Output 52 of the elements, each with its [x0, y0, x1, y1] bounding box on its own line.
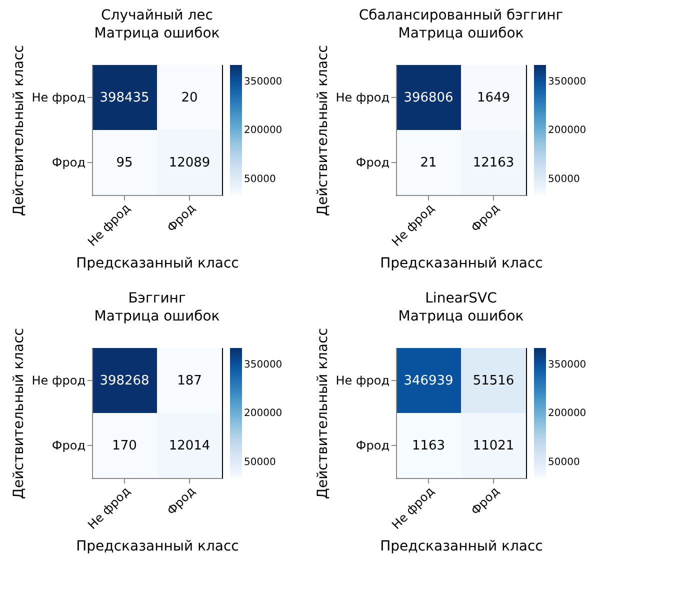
- chart-title: Случайный лес: [101, 8, 213, 24]
- data-label: 51516: [472, 374, 514, 388]
- y-axis-title: Действительный класс: [314, 45, 331, 216]
- y-tick-label: Фрод: [52, 438, 86, 452]
- data-label: 398268: [100, 374, 150, 388]
- data-label: 1163: [412, 438, 446, 454]
- data-label: 1649: [476, 90, 510, 106]
- y-tick-label: Не фрод: [32, 90, 86, 104]
- color-bar-label: 200000: [244, 125, 282, 136]
- y-tick-label: Не фрод: [336, 90, 390, 104]
- data-label: 11021: [472, 438, 514, 454]
- color-bar-label: 200000: [244, 408, 282, 419]
- chart-title: LinearSVC: [425, 290, 498, 307]
- data-label: 12014: [168, 438, 210, 454]
- chart-subtitle: Матрица ошибок: [398, 308, 524, 325]
- chart-title: Сбалансированный бэггинг: [358, 8, 564, 24]
- chart-subtitle: Матрица ошибок: [94, 26, 220, 42]
- color-bar-label: 350000: [244, 359, 282, 370]
- y-axis-title: Действительный класс: [10, 328, 27, 499]
- data-label: 170: [112, 438, 137, 454]
- data-label: 346939: [404, 374, 454, 388]
- y-tick-label: Фрод: [356, 156, 390, 170]
- data-label: 20: [181, 90, 198, 106]
- x-axis-title: Предсказанный класс: [380, 255, 543, 272]
- y-tick-label: Фрод: [356, 438, 390, 452]
- color-bar-label: 350000: [548, 359, 586, 370]
- data-label: 398435: [100, 90, 150, 106]
- color-bar-label: 350000: [244, 76, 282, 88]
- color-bar-label: 200000: [548, 125, 586, 136]
- data-label: 21: [420, 156, 437, 170]
- x-axis-title: Предсказанный класс: [76, 255, 239, 272]
- data-label: 12089: [168, 156, 210, 170]
- y-tick-label: Не фрод: [32, 374, 86, 388]
- y-tick-label: Фрод: [52, 156, 86, 170]
- data-label: 396806: [404, 90, 454, 106]
- data-label: 187: [177, 374, 202, 388]
- data-label: 95: [116, 156, 133, 170]
- x-axis-title: Предсказанный класс: [380, 538, 543, 554]
- chart-title: Бэггинг: [128, 290, 186, 307]
- color-bar-label: 50000: [548, 456, 580, 468]
- y-tick-label: Не фрод: [336, 374, 390, 388]
- color-bar-label: 50000: [244, 456, 276, 468]
- chart-subtitle: Матрица ошибок: [398, 26, 524, 42]
- y-axis-title: Действительный класс: [10, 45, 27, 216]
- data-label: 12163: [472, 156, 514, 170]
- color-bar-label: 200000: [548, 408, 586, 419]
- x-axis-title: Предсказанный класс: [76, 538, 239, 554]
- y-axis-title: Действительный класс: [314, 328, 331, 499]
- color-bar-label: 50000: [548, 174, 580, 185]
- color-bar-label: 350000: [548, 76, 586, 88]
- color-bar-label: 50000: [244, 174, 276, 185]
- chart-subtitle: Матрица ошибок: [94, 308, 220, 325]
